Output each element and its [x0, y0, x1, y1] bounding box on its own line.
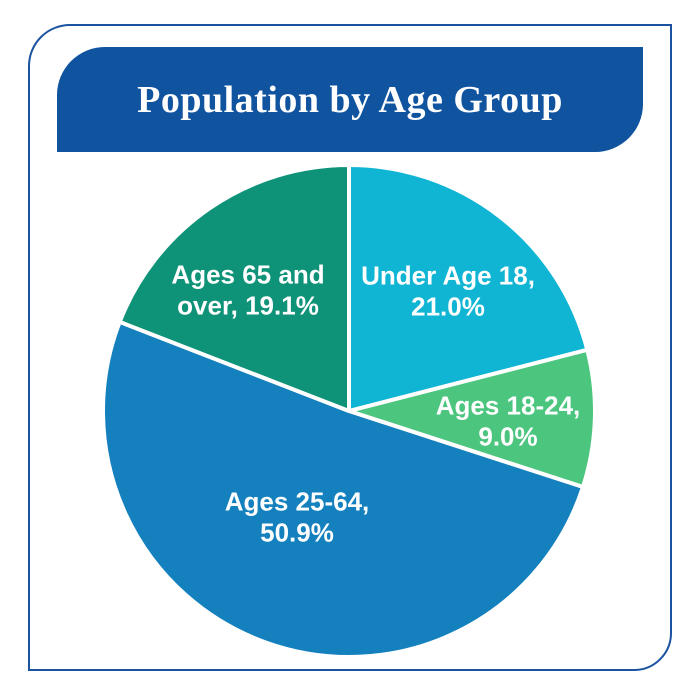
chart-title: Population by Age Group	[137, 78, 563, 121]
pie-slice-ages-65-and-over	[117, 163, 351, 413]
pie-slice-ages-18-24	[347, 347, 597, 490]
pie-slice-ages-25-64	[101, 319, 585, 659]
decorative-frame-border	[28, 24, 672, 671]
pie-slice-under-age-18	[347, 163, 590, 413]
title-banner: Population by Age Group	[57, 47, 643, 152]
